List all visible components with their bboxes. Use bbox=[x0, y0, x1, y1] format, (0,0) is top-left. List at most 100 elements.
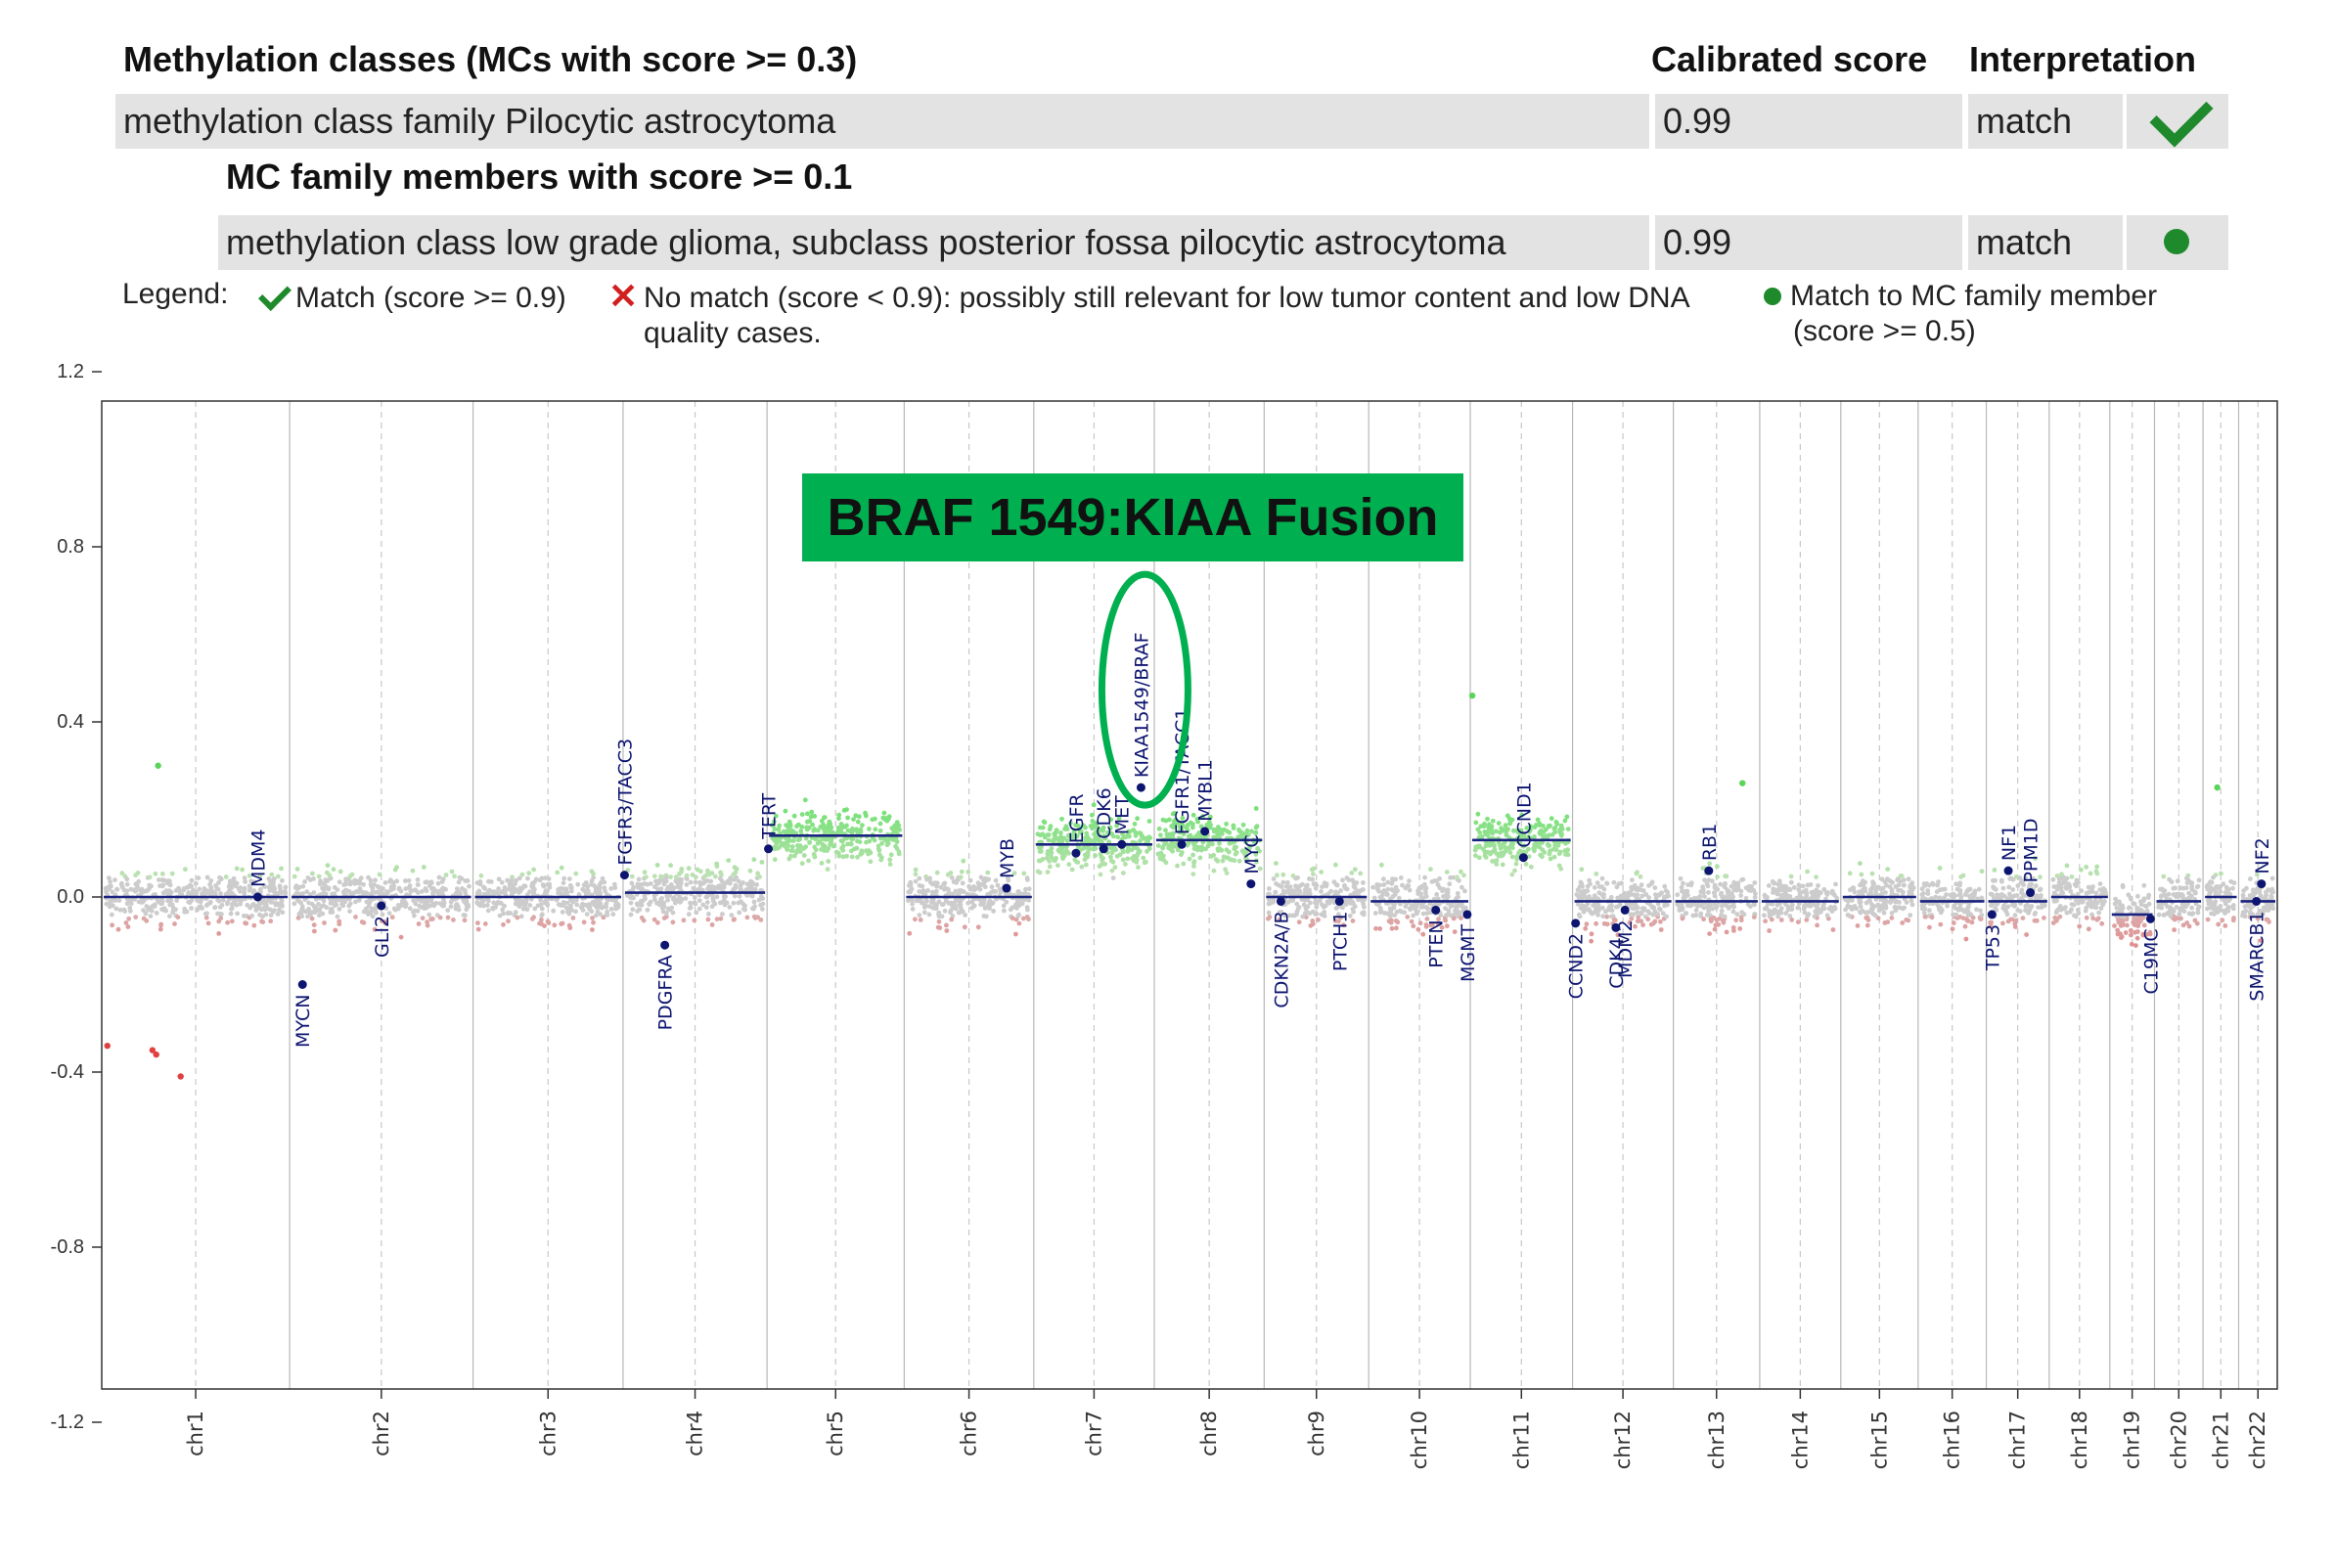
probe-point bbox=[737, 910, 742, 916]
probe-point bbox=[356, 897, 362, 903]
probe-point bbox=[1415, 926, 1421, 932]
probe-point bbox=[2120, 882, 2126, 888]
probe-point bbox=[173, 888, 179, 893]
probe-point bbox=[1547, 851, 1552, 857]
probe-point bbox=[2258, 908, 2264, 914]
probe-point bbox=[809, 809, 815, 815]
probe-point bbox=[108, 878, 112, 884]
probe-point bbox=[961, 889, 966, 894]
probe-point bbox=[709, 871, 715, 876]
probe-point bbox=[251, 888, 257, 894]
probe-point bbox=[202, 911, 208, 917]
probe-point bbox=[574, 897, 579, 903]
probe-point bbox=[2071, 902, 2077, 908]
probe-point bbox=[322, 920, 327, 925]
probe-point bbox=[1456, 912, 1461, 918]
probe-point bbox=[591, 919, 596, 925]
probe-point bbox=[1049, 854, 1055, 860]
probe-point bbox=[1537, 844, 1543, 850]
probe-point bbox=[324, 905, 330, 911]
probe-point bbox=[364, 899, 370, 905]
probe-point bbox=[1713, 922, 1719, 928]
probe-point bbox=[1855, 923, 1861, 928]
probe-point bbox=[2093, 905, 2099, 911]
probe-point bbox=[828, 822, 833, 828]
probe-point bbox=[801, 853, 807, 858]
probe-point bbox=[1418, 885, 1424, 891]
probe-point bbox=[599, 904, 605, 910]
probe-point bbox=[812, 854, 818, 860]
probe-point bbox=[351, 890, 357, 896]
probe-point bbox=[1953, 881, 1959, 887]
probe-point bbox=[1558, 866, 1564, 872]
probe-point bbox=[850, 836, 856, 841]
probe-point bbox=[1093, 853, 1098, 859]
probe-point bbox=[1462, 888, 1467, 894]
probe-point bbox=[217, 912, 223, 917]
probe-point bbox=[116, 898, 122, 903]
probe-point bbox=[1377, 882, 1382, 888]
probe-point bbox=[1388, 911, 1393, 916]
probe-point bbox=[216, 898, 222, 904]
probe-point bbox=[1100, 825, 1106, 830]
probe-point bbox=[143, 888, 149, 894]
probe-point bbox=[415, 877, 421, 882]
probe-point bbox=[815, 828, 821, 833]
probe-point bbox=[1482, 829, 1488, 834]
probe-point bbox=[1788, 879, 1794, 885]
outlier-point bbox=[104, 1042, 111, 1050]
probe-point bbox=[1395, 888, 1400, 894]
probe-point bbox=[1974, 907, 1979, 913]
probe-point bbox=[379, 918, 384, 923]
probe-point bbox=[2099, 920, 2105, 926]
probe-point bbox=[1909, 880, 1915, 885]
probe-point bbox=[165, 891, 171, 897]
probe-point bbox=[306, 900, 311, 906]
probe-point bbox=[797, 843, 803, 849]
probe-point bbox=[1645, 917, 1651, 922]
probe-point bbox=[1492, 843, 1497, 848]
probe-point bbox=[1453, 908, 1458, 914]
probe-point bbox=[474, 900, 480, 906]
probe-point bbox=[1336, 912, 1341, 918]
probe-point bbox=[326, 886, 332, 892]
probe-point bbox=[1730, 894, 1735, 900]
probe-point bbox=[147, 874, 153, 880]
probe-point bbox=[466, 903, 471, 908]
probe-point bbox=[925, 888, 930, 893]
probe-point bbox=[2005, 918, 2011, 924]
probe-point bbox=[430, 890, 435, 896]
outlier-point bbox=[1468, 692, 1476, 699]
probe-point bbox=[604, 913, 609, 918]
probe-point bbox=[739, 899, 743, 904]
probe-point bbox=[1054, 856, 1058, 861]
probe-point bbox=[1859, 872, 1864, 877]
probe-point bbox=[124, 888, 130, 894]
probe-point bbox=[1449, 902, 1455, 908]
probe-point bbox=[576, 892, 582, 897]
probe-point bbox=[1091, 802, 1097, 808]
probe-point bbox=[1683, 911, 1688, 916]
probe-point bbox=[2224, 906, 2230, 912]
probe-point bbox=[2090, 916, 2096, 921]
probe-point bbox=[692, 895, 697, 900]
probe-point bbox=[641, 918, 647, 923]
probe-point bbox=[885, 816, 891, 822]
probe-point bbox=[695, 867, 700, 873]
probe-point bbox=[1287, 884, 1293, 889]
probe-point bbox=[2063, 884, 2069, 890]
probe-point bbox=[347, 901, 353, 907]
probe-point bbox=[788, 848, 794, 854]
probe-point bbox=[555, 870, 561, 875]
probe-point bbox=[2055, 886, 2061, 892]
probe-point bbox=[1038, 858, 1043, 864]
probe-point bbox=[1191, 859, 1197, 865]
probe-point bbox=[1420, 931, 1426, 937]
probe-point bbox=[1314, 904, 1320, 910]
probe-point bbox=[311, 922, 317, 927]
probe-point bbox=[840, 847, 846, 853]
probe-point bbox=[428, 917, 434, 922]
probe-point bbox=[1791, 884, 1797, 890]
probe-point bbox=[913, 872, 919, 877]
probe-point bbox=[687, 906, 693, 911]
